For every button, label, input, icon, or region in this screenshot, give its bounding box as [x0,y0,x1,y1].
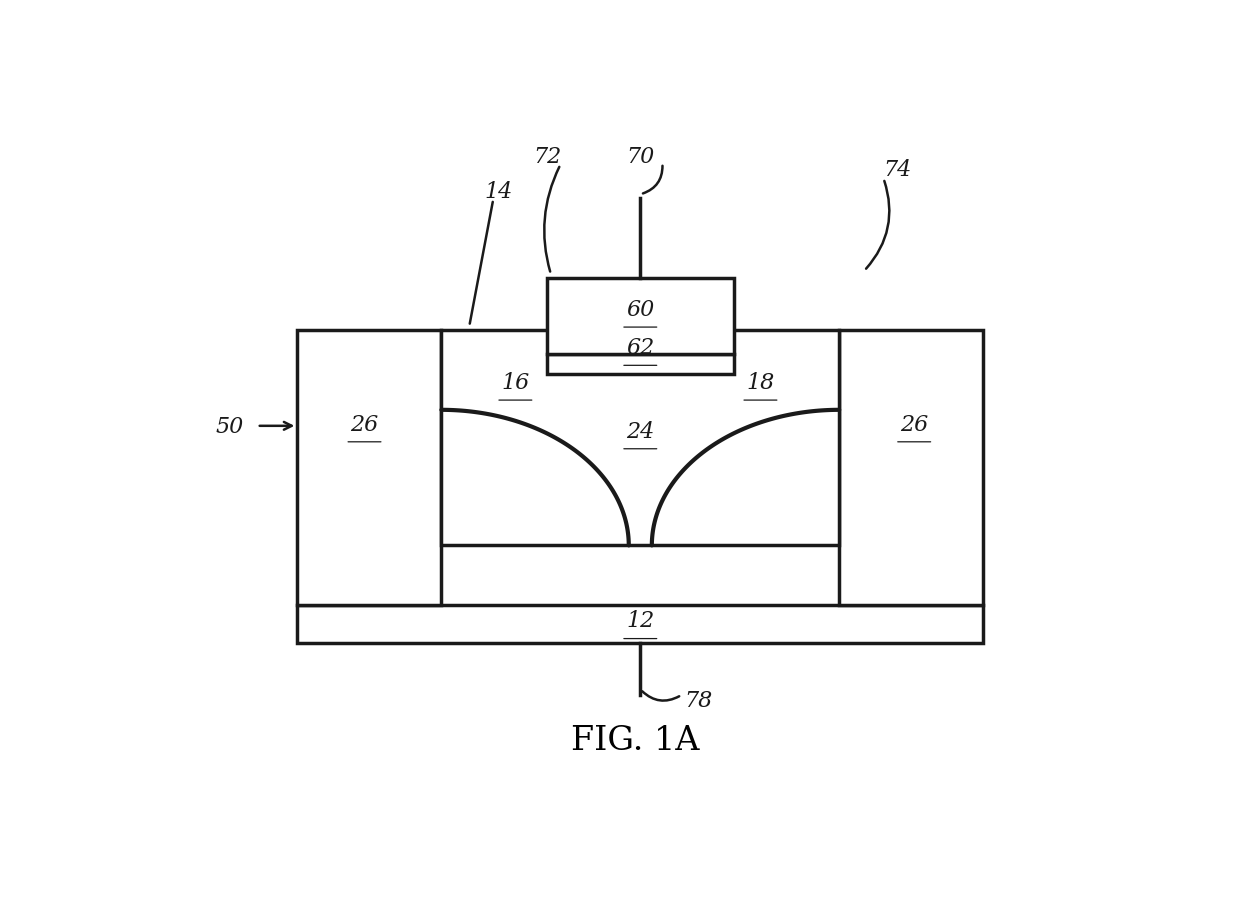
Text: 16: 16 [501,372,529,393]
Text: 50: 50 [216,415,244,437]
Text: 62: 62 [626,336,655,359]
Text: 12: 12 [626,610,655,631]
Text: FIG. 1A: FIG. 1A [572,724,699,756]
Text: 18: 18 [746,372,775,393]
Text: 74: 74 [884,159,911,180]
Bar [298,605,983,643]
Bar [298,330,441,605]
Bar [839,330,983,605]
Bar [547,354,734,375]
Text: 60: 60 [626,299,655,320]
Bar [441,330,839,546]
Text: 70: 70 [626,146,655,168]
Text: 24: 24 [626,420,655,442]
Text: 78: 78 [683,689,712,711]
Text: 26: 26 [351,413,378,436]
Text: 72: 72 [533,146,562,168]
Text: 14: 14 [485,180,513,203]
Text: 26: 26 [900,413,929,436]
Bar [547,279,734,354]
